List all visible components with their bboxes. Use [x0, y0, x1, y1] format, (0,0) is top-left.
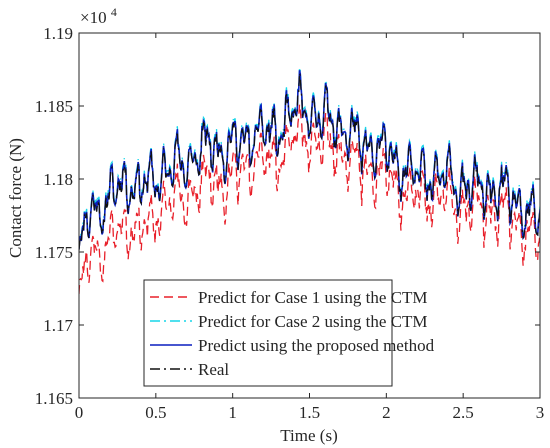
series-line-1	[79, 104, 540, 295]
legend-label-1: Predict for Case 1 using the CTM	[198, 288, 427, 307]
x-tick-label: 0.5	[145, 403, 166, 422]
y-tick-label: 1.185	[35, 97, 73, 116]
x-tick-label: 2	[382, 403, 391, 422]
x-tick-label: 1	[228, 403, 237, 422]
x-tick-label: 3	[536, 403, 545, 422]
series-line-4	[79, 72, 540, 251]
y-tick-label: 1.175	[35, 243, 73, 262]
y-tick-label: 1.17	[43, 316, 73, 335]
x-tick-label: 1.5	[299, 403, 320, 422]
series-line-3	[79, 70, 540, 250]
y-tick-label: 1.165	[35, 389, 73, 408]
legend-label-2: Predict for Case 2 using the CTM	[198, 312, 427, 331]
y-axis-label: Contact force (N)	[6, 138, 25, 258]
y-tick-label: 1.19	[43, 24, 73, 43]
plot-area	[79, 67, 540, 295]
y-exponent-base: ×10	[80, 8, 107, 27]
legend-label-4: Real	[198, 360, 229, 379]
x-tick-label: 2.5	[453, 403, 474, 422]
axes: 0 0.5 1 1.5 2 2.5 3 1.165 1.17 1.175 1.18 1.185 1.19	[35, 24, 545, 422]
y-exponent-power: 4	[111, 5, 117, 19]
y-exponent-label: ×10 4	[80, 5, 117, 27]
x-axis-label: Time (s)	[280, 426, 337, 445]
legend-label-3: Predict using the proposed method	[198, 336, 435, 355]
x-tick-label: 0	[75, 403, 84, 422]
legend: Predict for Case 1 using the CTM Predict …	[143, 279, 435, 387]
y-tick-label: 1.18	[43, 170, 73, 189]
